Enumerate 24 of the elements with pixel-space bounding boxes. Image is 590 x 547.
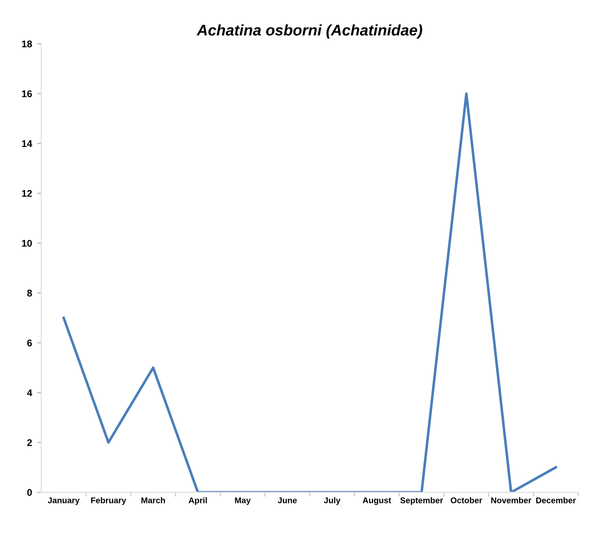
x-tick-label: June bbox=[278, 497, 297, 504]
y-tick-label: 10 bbox=[22, 240, 32, 247]
y-tick-label: 0 bbox=[27, 489, 32, 496]
y-tick-label: 2 bbox=[27, 439, 32, 446]
y-tick-label: 12 bbox=[22, 190, 32, 197]
x-tick-label: October bbox=[450, 497, 482, 504]
x-tick-label: February bbox=[91, 497, 126, 505]
line-series bbox=[62, 92, 558, 492]
x-tick-label: July bbox=[324, 497, 340, 505]
x-tick-label: March bbox=[141, 497, 165, 504]
x-tick-label: December bbox=[536, 497, 576, 504]
y-tick-label: 8 bbox=[27, 290, 32, 297]
y-tick-label: 14 bbox=[22, 140, 32, 147]
y-tick-label: 4 bbox=[27, 389, 32, 396]
y-tick-label: 18 bbox=[22, 40, 32, 48]
chart-title: Achatina osborni (Achatinidae) bbox=[196, 24, 422, 39]
y-tick-label: 16 bbox=[22, 90, 32, 98]
x-tick-label: May bbox=[235, 497, 251, 505]
x-tick-label: September bbox=[400, 497, 444, 505]
x-tick-label: November bbox=[491, 497, 532, 504]
x-tick-label: April bbox=[188, 497, 207, 505]
x-tick-label: August bbox=[362, 497, 392, 505]
x-tick-label: January bbox=[48, 497, 80, 505]
y-tick-label: 6 bbox=[27, 340, 32, 346]
